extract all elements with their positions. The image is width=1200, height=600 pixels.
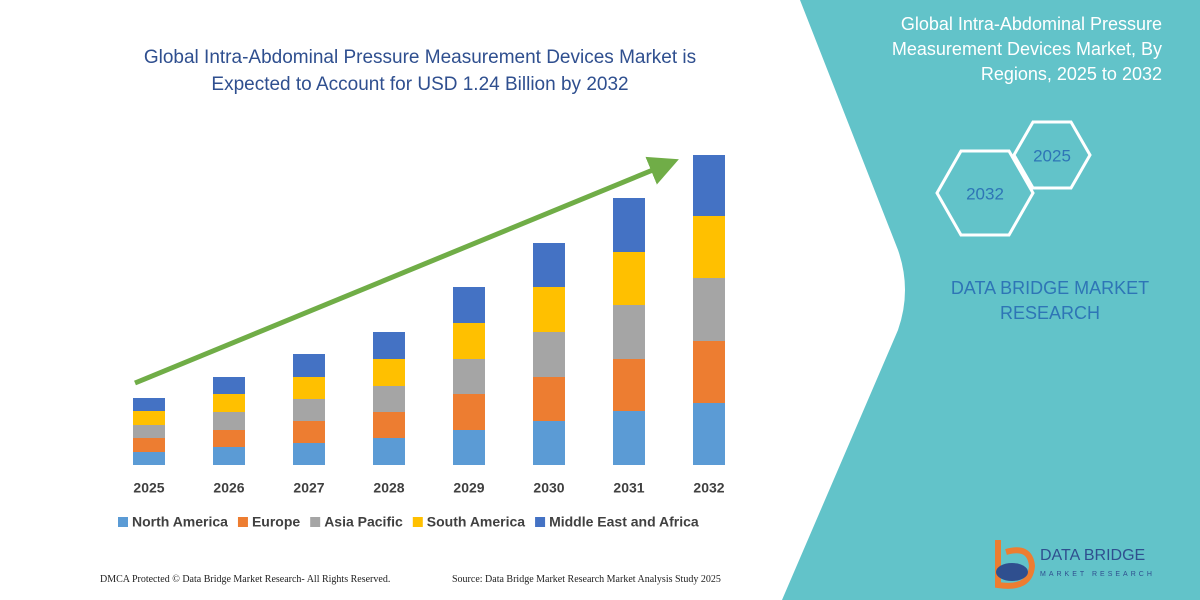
bar-segment bbox=[533, 287, 565, 332]
bar-segment bbox=[213, 394, 245, 412]
bar-segment bbox=[293, 377, 325, 399]
legend-swatch bbox=[535, 517, 546, 527]
bar-segment bbox=[373, 332, 405, 359]
bar-segment bbox=[613, 411, 645, 465]
legend-swatch bbox=[310, 517, 321, 527]
bar-segment bbox=[613, 359, 645, 411]
logo-mark bbox=[995, 540, 1036, 589]
legend-swatch bbox=[412, 517, 423, 527]
legend-label: Europe bbox=[252, 514, 300, 530]
footer-left: DMCA Protected © Data Bridge Market Rese… bbox=[100, 574, 391, 585]
logo-name: DATA BRIDGE bbox=[1040, 547, 1145, 564]
bar-segment bbox=[133, 411, 165, 425]
x-tick-label: 2028 bbox=[373, 480, 404, 496]
x-tick-label: 2025 bbox=[133, 480, 164, 496]
bar-segment bbox=[693, 216, 725, 278]
bar-segment bbox=[293, 421, 325, 443]
bar-segment bbox=[613, 252, 645, 305]
plot: 2025 2026 2027 2028 2029 2030 2031 2032 North Am… bbox=[118, 155, 725, 530]
bar-segment bbox=[613, 305, 645, 359]
legend-label: Middle East and Africa bbox=[549, 514, 699, 530]
hexagon-label: 2025 bbox=[1033, 146, 1071, 165]
bar-segment bbox=[453, 430, 485, 465]
x-tick-label: 2031 bbox=[613, 480, 644, 496]
bar-segment bbox=[293, 354, 325, 377]
bar-segment bbox=[533, 243, 565, 287]
bar-segment bbox=[533, 377, 565, 421]
x-tick-label: 2032 bbox=[693, 480, 724, 496]
bar-segment bbox=[213, 412, 245, 430]
hexagon bbox=[935, 149, 1035, 237]
x-tick-label: 2026 bbox=[213, 480, 244, 496]
bar-segment bbox=[613, 198, 645, 252]
legend-swatch bbox=[237, 517, 248, 527]
bar-segment bbox=[693, 155, 725, 216]
logo: DATA BRIDGE MARKET RESEARCH bbox=[995, 540, 1155, 589]
bar-segment bbox=[693, 278, 725, 341]
logo-tagline: MARKET RESEARCH bbox=[1040, 571, 1155, 578]
bar-segment bbox=[373, 438, 405, 465]
bar-segment bbox=[293, 443, 325, 465]
bar-segment bbox=[213, 447, 245, 465]
bar-segment bbox=[453, 287, 485, 323]
hexagon bbox=[1012, 120, 1092, 190]
bar-segment bbox=[133, 452, 165, 465]
side-title: Global Intra-Abdominal Pressure Measurem… bbox=[891, 14, 1162, 84]
bar-segment bbox=[453, 359, 485, 394]
side-panel-bg bbox=[782, 0, 1200, 600]
bar-segment bbox=[133, 425, 165, 438]
bar-segment bbox=[693, 341, 725, 403]
bar-segment bbox=[533, 332, 565, 377]
trend-arrow bbox=[134, 156, 679, 386]
bar-segment bbox=[453, 394, 485, 430]
bar-segment bbox=[453, 323, 485, 359]
brand: DATA BRIDGE MARKET RESEARCH bbox=[950, 278, 1150, 323]
x-tick-label: 2030 bbox=[533, 480, 564, 496]
bar-segment bbox=[373, 412, 405, 438]
logo-mark bbox=[996, 563, 1028, 581]
bar-segment bbox=[373, 359, 405, 386]
hexagon-label: 2032 bbox=[966, 184, 1004, 203]
bar-segment bbox=[293, 399, 325, 421]
chart-title: Global Intra-Abdominal Pressure Measurem… bbox=[143, 47, 697, 95]
legend-label: South America bbox=[427, 514, 525, 530]
footer-right: Source: Data Bridge Market Research Mark… bbox=[452, 574, 721, 585]
legend-swatch bbox=[118, 517, 128, 527]
bar-segment bbox=[693, 403, 725, 465]
legend-label: Asia Pacific bbox=[324, 514, 403, 530]
bar-segment bbox=[213, 430, 245, 447]
bar-segment bbox=[213, 377, 245, 394]
bar-segment bbox=[373, 386, 405, 412]
x-tick-label: 2027 bbox=[293, 480, 324, 496]
bar-segment bbox=[533, 421, 565, 465]
x-tick-label: 2029 bbox=[453, 480, 484, 496]
bar-segment bbox=[133, 438, 165, 452]
bar-segment bbox=[133, 398, 165, 411]
legend-label: North America bbox=[132, 514, 228, 530]
